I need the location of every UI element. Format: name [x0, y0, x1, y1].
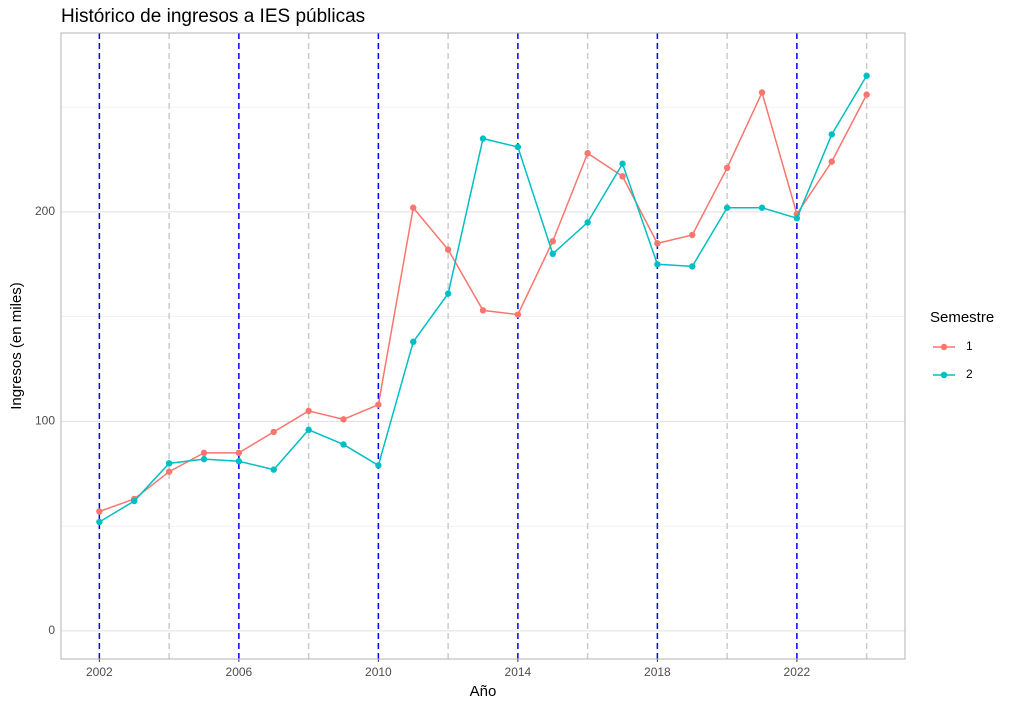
- data-point: [340, 441, 347, 448]
- data-point: [549, 250, 556, 258]
- data-point: [619, 173, 626, 180]
- data-point: [410, 338, 417, 346]
- data-point: [619, 160, 626, 167]
- legend-title: Semestre: [930, 309, 994, 326]
- data-point: [723, 204, 731, 211]
- data-point: [375, 462, 382, 469]
- series-line: [98, 75, 868, 523]
- x-axis-title: Año: [470, 683, 497, 700]
- data-point: [549, 238, 556, 245]
- data-point: [235, 458, 243, 465]
- data-point: [375, 401, 382, 408]
- data-point: [340, 416, 347, 423]
- data-point: [200, 455, 208, 463]
- data-point: [444, 290, 452, 297]
- data-point: [410, 204, 417, 211]
- data-point: [165, 468, 173, 475]
- data-point: [131, 497, 138, 505]
- x-tick-label: 2006: [226, 665, 253, 679]
- data-point: [828, 131, 835, 138]
- data-point: [200, 449, 208, 457]
- data-point: [863, 72, 870, 79]
- y-tick-label: 100: [35, 414, 55, 428]
- x-tick-label: 2010: [365, 665, 392, 679]
- x-tick-label: 2002: [86, 665, 113, 679]
- panel-border: [60, 32, 906, 660]
- data-point: [654, 261, 661, 268]
- data-point: [479, 135, 487, 142]
- data-point: [305, 426, 312, 434]
- legend-label: 2: [966, 367, 973, 381]
- data-point: [270, 428, 277, 436]
- x-tick-label: 2014: [505, 665, 532, 679]
- data-point: [270, 466, 277, 473]
- chart-title: Histórico de ingresos a IES públicas: [61, 6, 365, 27]
- data-point: [758, 89, 766, 96]
- data-point: [689, 231, 696, 239]
- data-point: [828, 158, 835, 165]
- data-point: [96, 508, 103, 515]
- x-tick-label: 2022: [784, 665, 811, 679]
- series-line: [99, 90, 868, 513]
- data-point: [863, 91, 870, 98]
- data-point: [793, 215, 801, 222]
- data-point: [723, 164, 731, 172]
- data-point: [758, 204, 766, 211]
- y-tick-label: 200: [35, 204, 55, 218]
- data-point: [514, 311, 522, 318]
- data-point: [235, 449, 243, 457]
- data-point: [689, 263, 696, 270]
- data-point: [444, 246, 452, 253]
- data-point: [165, 460, 173, 467]
- data-point: [305, 407, 312, 415]
- data-point: [96, 518, 103, 526]
- x-tick-label: 2018: [644, 665, 671, 679]
- y-tick-label: 0: [48, 623, 55, 637]
- data-point: [514, 143, 522, 151]
- data-point: [584, 150, 591, 157]
- data-point: [479, 307, 487, 314]
- legend-key-point: [940, 371, 948, 379]
- data-point: [584, 219, 591, 226]
- legend-key-point: [940, 343, 948, 351]
- y-axis-title: Ingresos (en miles): [8, 282, 25, 410]
- legend-label: 1: [966, 339, 973, 353]
- data-point: [654, 240, 661, 247]
